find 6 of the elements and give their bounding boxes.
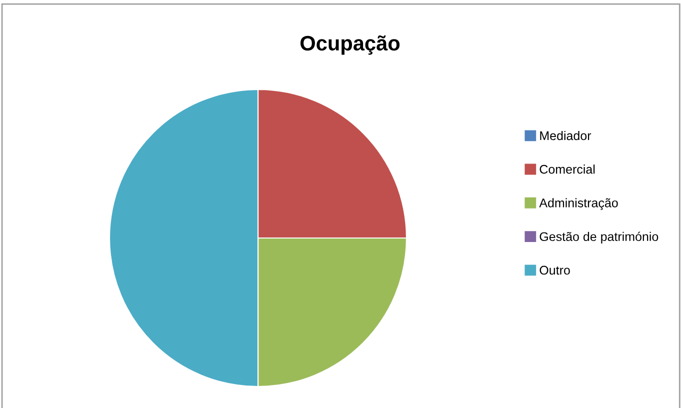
legend-label: Comercial — [540, 164, 595, 174]
chart-title: Ocupação — [300, 35, 400, 55]
legend-label: Outro — [540, 266, 570, 275]
legend-label: Administração — [539, 198, 618, 210]
legend-label: Mediador — [540, 130, 592, 140]
legend-label: Gestão de património — [540, 232, 658, 244]
